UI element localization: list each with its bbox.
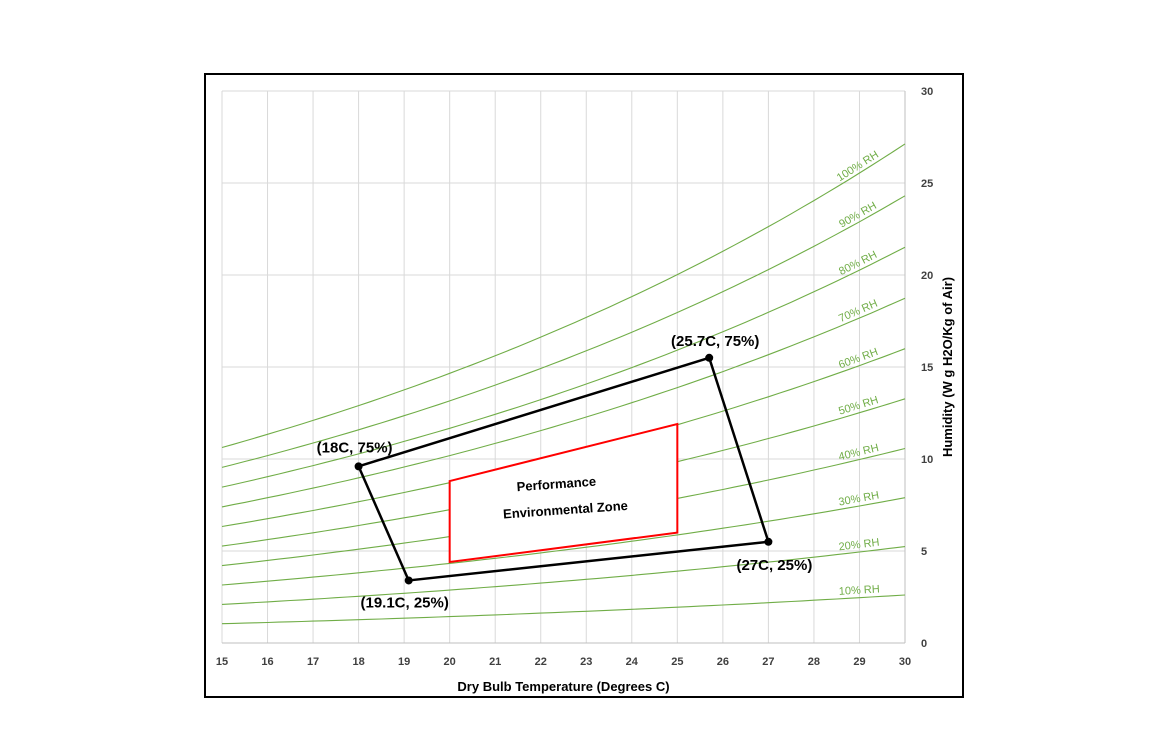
- rh-curve: [221, 297, 906, 508]
- envelope-point: [404, 576, 413, 585]
- rh-curve-label: 70% RH: [837, 298, 879, 325]
- x-tick-label: 28: [808, 656, 820, 668]
- envelope-point-label: (25.7C, 75%): [671, 333, 759, 350]
- rh-curve: [221, 497, 906, 586]
- rh-curve-label: 90% RH: [837, 200, 879, 231]
- x-tick-label: 19: [398, 656, 410, 668]
- x-tick-label: 24: [626, 656, 639, 668]
- x-tick-label: 16: [261, 656, 273, 668]
- y-axis-title: Humidity (W g H2O/Kg of Air): [940, 277, 955, 457]
- rh-curve: [221, 195, 906, 468]
- y-tick-label: 25: [921, 178, 933, 190]
- rh-curve-label: 10% RH: [838, 583, 880, 597]
- rh-curve: [221, 594, 906, 625]
- envelope-point-label: (27C, 25%): [736, 557, 812, 574]
- x-tick-label: 15: [216, 656, 228, 668]
- y-tick-label: 30: [921, 86, 933, 98]
- performance-zone-polygon: [448, 422, 679, 564]
- x-tick-label: 18: [352, 656, 364, 668]
- x-tick-label: 23: [580, 656, 592, 668]
- envelope-point: [354, 462, 363, 471]
- rh-curve-label: 60% RH: [837, 346, 880, 371]
- x-tick-label: 20: [444, 656, 456, 668]
- rh-curve: [221, 143, 906, 449]
- rh-curve: [221, 246, 906, 488]
- envelope-point-label: (18C, 75%): [317, 439, 393, 456]
- rh-curves: [221, 143, 906, 625]
- y-tick-label: 10: [921, 454, 933, 466]
- y-tick-label: 5: [921, 546, 927, 558]
- x-tick-label: 21: [489, 656, 501, 668]
- x-tick-label: 29: [853, 656, 865, 668]
- envelope-point-label: (19.1C, 25%): [360, 594, 448, 611]
- x-tick-label: 25: [671, 656, 683, 668]
- x-tick-label: 26: [717, 656, 729, 668]
- y-tick-label: 0: [921, 638, 927, 650]
- chart-frame: [204, 73, 964, 698]
- rh-curve-label: 50% RH: [837, 394, 880, 417]
- x-tick-label: 17: [307, 656, 319, 668]
- x-tick-label: 27: [762, 656, 774, 668]
- zone-label-line1: Performance: [516, 474, 596, 495]
- envelope-point: [764, 537, 773, 546]
- x-tick-label: 22: [535, 656, 547, 668]
- x-tick-label: 30: [899, 656, 911, 668]
- y-tick-label: 20: [921, 270, 933, 282]
- rh-curve: [221, 546, 906, 605]
- zones: [354, 353, 773, 585]
- y-tick-label: 15: [921, 362, 933, 374]
- envelope-point: [705, 353, 714, 362]
- rh-curve-label: 20% RH: [838, 537, 880, 554]
- x-axis-title: Dry Bulb Temperature (Degrees C): [457, 679, 669, 694]
- rh-curve-label: 100% RH: [835, 149, 881, 184]
